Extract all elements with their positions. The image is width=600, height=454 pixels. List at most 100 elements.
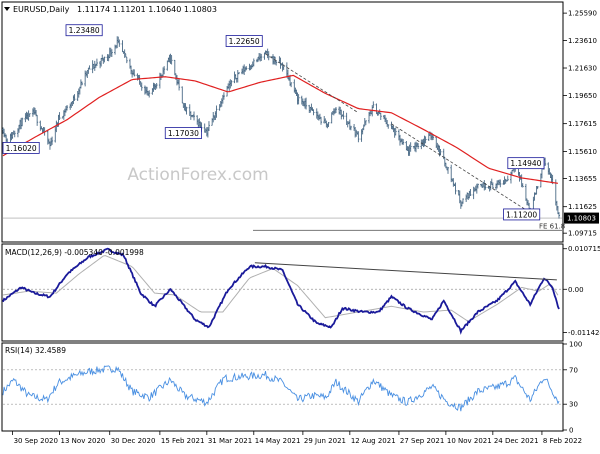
- price-trendline: [391, 123, 531, 213]
- ohlc-bar: [185, 106, 188, 115]
- ohlc-bar: [364, 120, 367, 126]
- macd-axis: 0.010715 0.00 -0.011424: [563, 245, 600, 337]
- ohlc-bar: [267, 51, 270, 61]
- ohlc-bar: [230, 80, 233, 87]
- ohlc-bar: [252, 58, 255, 67]
- ohlc-bar: [95, 58, 98, 67]
- macd-trendline: [254, 262, 557, 281]
- price-annotation-label: 1.11200: [506, 210, 537, 219]
- dropdown-triangle-icon[interactable]: [4, 7, 10, 11]
- time-axis: 30 Sep 2020 13 Nov 2020 30 Dec 2020 15 Feb …: [12, 431, 582, 445]
- time-axis-label: 14 May 2021: [255, 437, 301, 445]
- macd-axis-label: 0.010715: [568, 245, 600, 253]
- macd-line: [2, 247, 560, 335]
- ohlc-bar: [21, 117, 24, 127]
- price-annotation-box: [225, 35, 263, 47]
- price-annotation-label: 1.22650: [229, 37, 260, 46]
- price-axis-label: 1.21630: [568, 65, 597, 73]
- ohlc-bar: [342, 110, 345, 120]
- time-axis-label: 27 Sep 2021: [400, 437, 444, 445]
- ohlc-bar: [88, 65, 91, 70]
- ohlc-bar: [558, 212, 560, 219]
- ohlc-bar: [476, 183, 479, 189]
- rsi-line: [2, 365, 560, 412]
- macd-title: MACD(12,26,9) -0.005340 -0.001998: [5, 248, 144, 257]
- rsi-axis: 100 70 30 0: [563, 341, 582, 435]
- ohlc-bar: [28, 113, 31, 117]
- price-annotation-box: [503, 208, 541, 221]
- ohlc-bar: [379, 112, 382, 121]
- price-axis-label: 1.17615: [568, 120, 597, 128]
- time-axis-label: 12 Aug 2021: [351, 437, 396, 445]
- rsi-plot: [2, 365, 562, 412]
- ohlc-bar: [51, 136, 54, 145]
- ohlc-bar: [349, 125, 352, 131]
- price-annotation-box: [164, 127, 202, 139]
- price-plot: 1.23480 1.22650 1.16020 1.17030 1.14940 1.112…: [2, 24, 560, 221]
- ohlc-bar: [110, 49, 113, 57]
- ohlc-bar: [312, 109, 315, 116]
- ohlc-bar: [36, 114, 39, 126]
- ohlc-bar: [66, 104, 69, 111]
- ohlc-bar: [439, 148, 442, 156]
- rsi-axis-label: 30: [569, 401, 578, 409]
- ohlc-bar: [461, 198, 464, 204]
- time-axis-label: 31 Mar 2021: [208, 437, 252, 445]
- ohlc-bar: [454, 182, 457, 195]
- rsi-panel-frame: [1, 342, 564, 432]
- price-trendline: [265, 53, 359, 114]
- price-annotation-box: [65, 24, 103, 37]
- ohlc-bar: [469, 189, 472, 196]
- time-axis-label: 13 Nov 2020: [61, 437, 106, 445]
- ohlc-bar: [409, 142, 412, 152]
- ohlc-bar: [372, 101, 375, 109]
- ohlc-bar: [222, 92, 225, 100]
- ohlc-bar: [387, 124, 390, 129]
- rsi-axis-label: 70: [569, 366, 578, 374]
- ohlc-bar: [402, 139, 405, 145]
- price-axis-label: 1.09715: [568, 230, 597, 238]
- ohlc-bar: [58, 112, 61, 120]
- fe-level-label: FE 61.8: [539, 222, 565, 230]
- rsi-axis-label: 100: [569, 341, 582, 349]
- macd-axis-label: -0.011424: [568, 329, 600, 337]
- ohlc-bar: [140, 82, 143, 91]
- price-axis: 1.09715 1.11625 1.13655 1.15610 1.17615 1.196…: [563, 10, 599, 238]
- ohlc-bar: [118, 39, 121, 47]
- ohlc-bar: [125, 56, 128, 64]
- moving-average-line: [2, 74, 559, 184]
- ohlc-bar: [13, 130, 16, 138]
- macd-panel-frame: [1, 243, 564, 342]
- ohlc-bar: [424, 136, 427, 144]
- ohlc-bar: [334, 106, 337, 113]
- ohlc-bar: [297, 94, 300, 105]
- ohlc-bar: [193, 111, 196, 121]
- ohlc-bar: [207, 121, 210, 132]
- time-axis-label: 29 Jun 2021: [304, 437, 346, 445]
- ohlc-bar: [163, 66, 166, 75]
- ohlc-bar: [305, 97, 308, 110]
- ohlc-bar: [320, 116, 323, 125]
- ohlc-bar: [237, 72, 240, 75]
- price-panel-frame: [1, 1, 564, 243]
- price-annotation-label: 1.14940: [510, 159, 541, 168]
- watermark: ActionForex.com: [127, 165, 268, 185]
- price-annotation-label: 1.16020: [6, 144, 37, 153]
- macd-axis-label: 0.00: [568, 286, 584, 294]
- ohlc-bar: [148, 90, 151, 98]
- ohlc-bar: [155, 83, 158, 89]
- time-axis-label: 30 Sep 2020: [14, 437, 58, 445]
- time-axis-label: 15 Feb 2021: [161, 437, 205, 445]
- symbol-title: EURUSD,Daily: [13, 5, 70, 14]
- time-axis-label: 10 Nov 2021: [447, 437, 492, 445]
- ohlc-bar: [245, 66, 248, 71]
- current-price-tag-label: 1.10803: [567, 215, 596, 223]
- price-annotation-box: [2, 142, 40, 154]
- price-annotation-label: 1.17030: [168, 129, 199, 138]
- time-axis-label: 30 Dec 2020: [111, 437, 156, 445]
- time-axis-label: 24 Dec 2021: [494, 437, 539, 445]
- price-axis-label: 1.15610: [568, 148, 597, 156]
- ohlc-values: 1.11174 1.11201 1.10640 1.10803: [77, 5, 217, 14]
